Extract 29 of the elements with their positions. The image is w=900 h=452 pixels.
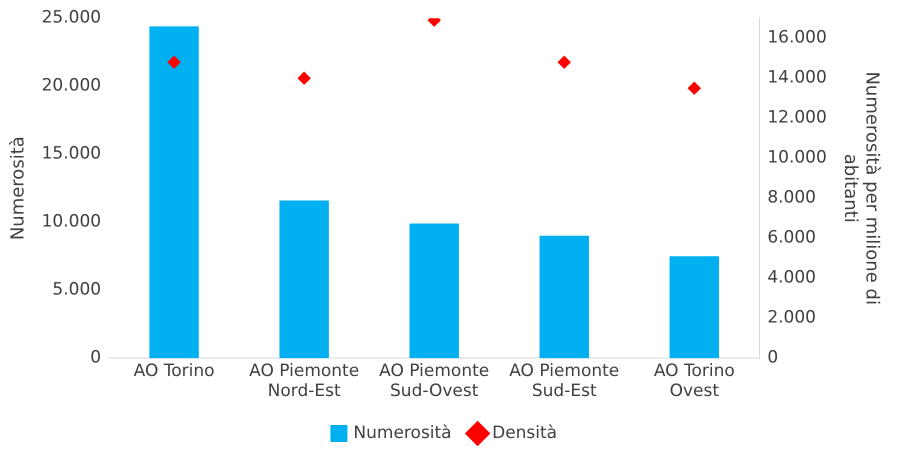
x-tick-label: AO Piemonte Sud-Est [509,360,620,402]
y2-axis-title: Numerosità per milione di abitanti [840,71,883,305]
y-tick-label: 10.000 [42,212,102,232]
y-tick-label: 20.000 [42,76,102,96]
x-tick-label: AO Torino Ovest [654,360,735,402]
y2-tick-label: 6.000 [767,228,816,248]
y2-tick-label: 10.000 [767,148,827,168]
y2-tick-label: 8.000 [767,188,816,208]
y2-tick-label: 14.000 [767,68,827,88]
bar [149,26,199,358]
legend-label: Numerosità [353,422,452,443]
bar [540,236,589,358]
y-tick-label: 5.000 [52,280,102,300]
y2-tick-label: 4.000 [767,268,816,288]
bar [279,200,329,358]
bar [670,256,719,358]
x-tick-label: AO Piemonte Sud-Ovest [379,360,490,402]
y2-tick-label: 0 [767,348,778,368]
legend-label: Densità [492,422,558,443]
bar [409,224,459,358]
x-tick-label: AO Piemonte Nord-Est [249,360,360,402]
y-tick-label: 15.000 [42,144,102,164]
y2-tick-label: 16.000 [767,28,827,48]
x-tick-label: AO Torino [134,360,215,381]
y2-tick-label: 12.000 [767,108,827,128]
y-tick-label: 0 [90,348,102,368]
y-tick-label: 25.000 [42,8,102,28]
y-axis-title: Numerosità [7,136,28,240]
y2-tick-label: 2.000 [767,308,816,328]
